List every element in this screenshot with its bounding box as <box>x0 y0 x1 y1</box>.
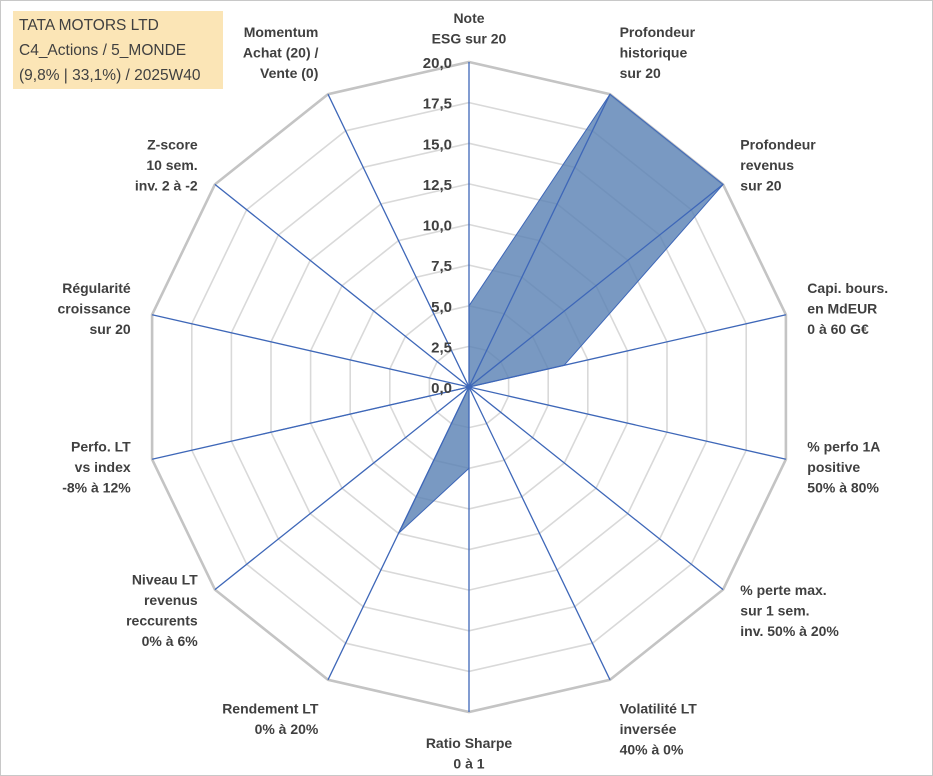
axis-label-line: 50% à 80% <box>807 480 879 496</box>
axis-label-line: 0% à 20% <box>255 721 319 737</box>
spoke-3 <box>468 183 724 388</box>
axis-label-line: Momentum <box>244 24 319 40</box>
axis-label-line: Rendement LT <box>222 701 319 717</box>
info-box: TATA MOTORS LTD C4_Actions / 5_MONDE (9,… <box>13 11 223 89</box>
category-label: C4_Actions / 5_MONDE <box>19 42 187 59</box>
tick-label: 12,5 <box>423 177 452 194</box>
spoke-5 <box>468 386 787 460</box>
tick-label: 15,0 <box>423 136 452 153</box>
spoke-11 <box>151 386 470 460</box>
axis-label-line: inversée <box>620 721 677 737</box>
axis-label-line: sur 1 sem. <box>740 602 809 618</box>
axis-label-line: Note <box>453 10 484 26</box>
axis-label-line: 40% à 0% <box>620 742 684 758</box>
axis-label-1: Note ESG sur 20 <box>432 10 507 47</box>
axis-label-line: reccurents <box>126 613 198 629</box>
spoke-2 <box>468 93 611 388</box>
axis-label-line: 0% à 6% <box>142 633 199 649</box>
axis-label-line: positive <box>807 459 860 475</box>
tick-label: 0,0 <box>431 380 452 397</box>
spoke-6 <box>468 386 724 591</box>
axis-label-line: Perfo. LT <box>71 439 131 455</box>
tick-label: 10,0 <box>423 218 452 235</box>
axis-label-12: Régularité croissance sur 20 <box>58 280 131 337</box>
spoke-4 <box>468 314 787 388</box>
axis-label-line: Ratio Sharpe <box>426 735 513 751</box>
axis-label-line: vs index <box>75 459 131 475</box>
spoke-10 <box>214 386 470 591</box>
axis-label-line: -8% à 12% <box>62 480 131 496</box>
tick-label: 17,5 <box>423 96 452 113</box>
tick-label: 20,0 <box>423 55 452 72</box>
axis-label-line: historique <box>620 44 688 60</box>
axis-label-8: Ratio Sharpe 0 à 1 <box>426 735 513 772</box>
axis-label-line: revenus <box>740 157 794 173</box>
axis-label-line: sur 20 <box>740 178 781 194</box>
axis-label-5: % perfo 1A positive 50% à 80% <box>807 439 880 496</box>
axis-label-13: Z-score 10 sem. inv. 2 à -2 <box>135 137 198 194</box>
axis-label-line: ESG sur 20 <box>432 31 507 47</box>
axis-label-line: Volatilité LT <box>620 701 698 717</box>
axis-label-line: croissance <box>58 300 131 316</box>
axis-label-line: inv. 2 à -2 <box>135 178 198 194</box>
tick-label: 2,5 <box>431 339 452 356</box>
spoke-13 <box>214 183 470 388</box>
company-name: TATA MOTORS LTD <box>19 17 159 34</box>
spoke-12 <box>151 314 470 388</box>
axis-label-line: Régularité <box>62 280 131 296</box>
axis-label-line: Profondeur <box>620 24 696 40</box>
tick-label: 5,0 <box>431 299 452 316</box>
axis-label-6: % perte max. sur 1 sem. inv. 50% à 20% <box>740 582 839 639</box>
axis-label-line: 10 sem. <box>146 157 197 173</box>
axis-label-line: % perte max. <box>740 582 826 598</box>
axis-label-line: revenus <box>144 592 198 608</box>
axis-label-7: Volatilité LT inversée 40% à 0% <box>620 701 698 758</box>
axis-label-3: Profondeur revenus sur 20 <box>740 137 816 194</box>
axis-label-line: sur 20 <box>89 321 130 337</box>
axis-label-line: 0 à 1 <box>453 756 484 772</box>
axis-label-9: Rendement LT 0% à 20% <box>222 701 319 738</box>
stats-label: (9,8% | 33,1%) / 2025W40 <box>19 67 201 84</box>
axis-label-line: Profondeur <box>740 137 816 153</box>
axis-label-2: Profondeur historique sur 20 <box>620 24 696 81</box>
axis-label-line: Z-score <box>147 137 198 153</box>
axis-label-line: inv. 50% à 20% <box>740 623 839 639</box>
axis-label-11: Perfo. LT vs index -8% à 12% <box>62 439 131 496</box>
axis-label-line: Niveau LT <box>132 572 198 588</box>
axis-label-line: Capi. bours. <box>807 280 888 296</box>
axis-label-10: Niveau LT revenus reccurents 0% à 6% <box>126 572 198 650</box>
axis-label-4: Capi. bours. en MdEUR 0 à 60 G€ <box>807 280 888 337</box>
axis-label-line: sur 20 <box>620 65 661 81</box>
axis-label-line: Achat (20) / <box>243 44 319 60</box>
axis-label-line: % perfo 1A <box>807 439 880 455</box>
axis-label-line: en MdEUR <box>807 300 877 316</box>
tick-label: 7,5 <box>431 258 452 275</box>
spoke-7 <box>468 386 611 681</box>
spoke-14 <box>327 93 470 388</box>
axis-label-14: Momentum Achat (20) / Vente (0) <box>243 24 319 81</box>
spoke-9 <box>327 386 470 681</box>
axis-label-line: Vente (0) <box>260 65 318 81</box>
axis-label-line: 0 à 60 G€ <box>807 321 869 337</box>
